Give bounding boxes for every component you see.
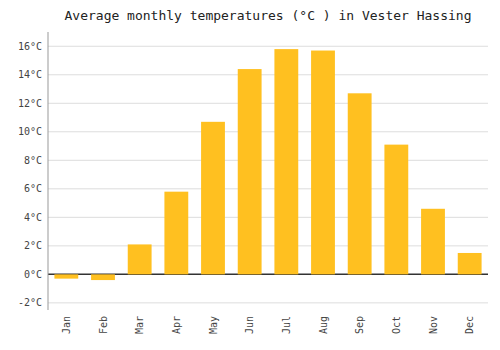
bar bbox=[164, 192, 188, 275]
bar bbox=[201, 122, 225, 275]
bars bbox=[54, 49, 481, 280]
y-tick-label: 8°C bbox=[24, 155, 42, 166]
grid-line bbox=[48, 188, 488, 189]
x-tick-label: Sep bbox=[354, 316, 365, 334]
chart: Average monthly temperatures (°C ) in Ve… bbox=[0, 0, 500, 350]
x-tick-label: Jan bbox=[61, 316, 72, 334]
bar bbox=[128, 244, 152, 274]
y-tick-label: 0°C bbox=[24, 269, 42, 280]
bar bbox=[384, 145, 408, 275]
bar bbox=[458, 253, 482, 274]
y-tick-label: 6°C bbox=[24, 183, 42, 194]
x-tick-label: May bbox=[208, 316, 219, 334]
y-tick-label: 2°C bbox=[24, 240, 42, 251]
x-tick-label: Mar bbox=[134, 316, 145, 334]
grid-line bbox=[48, 74, 488, 75]
grid-line bbox=[48, 160, 488, 161]
x-tick-label: Nov bbox=[428, 316, 439, 334]
x-tick-label: Aug bbox=[318, 316, 329, 334]
title: Average monthly temperatures (°C ) in Ve… bbox=[65, 8, 472, 23]
x-tick-label: Oct bbox=[391, 316, 402, 334]
y-tick-label: 4°C bbox=[24, 212, 42, 223]
y-tick-label: -2°C bbox=[18, 297, 42, 308]
bar bbox=[311, 51, 335, 275]
grid-line bbox=[48, 302, 488, 303]
y-axis-line bbox=[48, 32, 49, 310]
bar bbox=[421, 209, 445, 275]
y-tick-label: 16°C bbox=[18, 41, 42, 52]
x-tick-label: Jun bbox=[244, 316, 255, 334]
bar bbox=[274, 49, 298, 274]
grid-line bbox=[48, 103, 488, 104]
x-tick-label: Jul bbox=[281, 316, 292, 334]
y-tick-label: 12°C bbox=[18, 98, 42, 109]
grid bbox=[48, 46, 488, 303]
x-tick-label: Apr bbox=[171, 316, 182, 334]
chart-container: Average monthly temperatures (°C ) in Ve… bbox=[0, 0, 500, 350]
bar bbox=[348, 93, 372, 274]
x-tick-label: Dec bbox=[464, 316, 475, 334]
bar bbox=[91, 274, 115, 280]
bar bbox=[54, 274, 78, 278]
grid-line bbox=[48, 131, 488, 132]
y-tick-label: 10°C bbox=[18, 126, 42, 137]
bar bbox=[238, 69, 262, 274]
x-tick-label: Feb bbox=[98, 316, 109, 334]
y-tick-label: 14°C bbox=[18, 69, 42, 80]
grid-line bbox=[48, 46, 488, 47]
